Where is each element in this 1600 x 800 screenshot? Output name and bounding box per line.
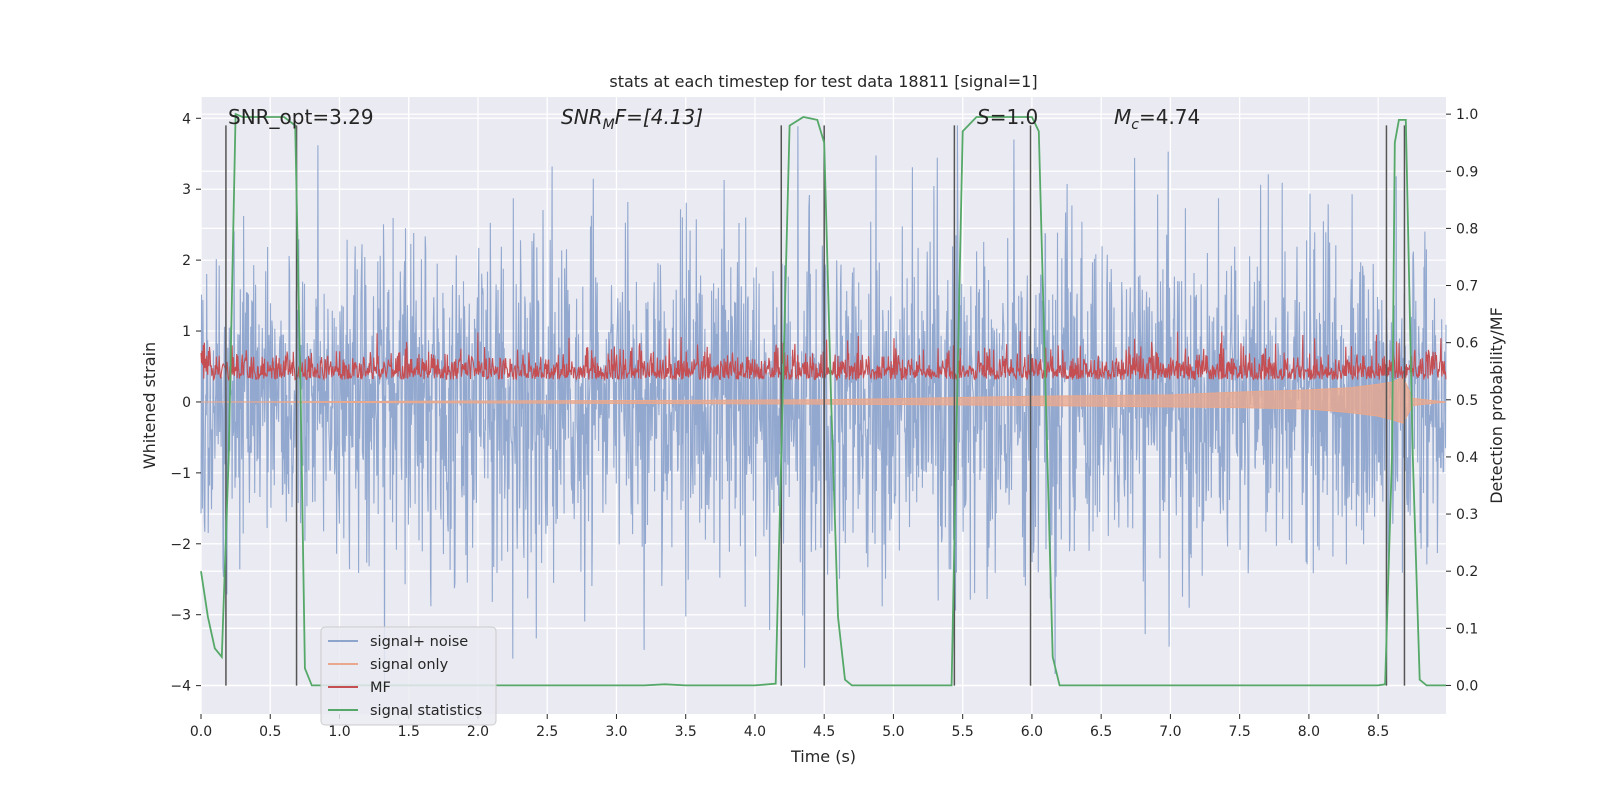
x-tick-label: 1.0 <box>328 724 350 740</box>
x-tick-label: 5.0 <box>882 724 904 740</box>
annotation-snr-mf: SNRMF=[4.13] <box>561 105 703 133</box>
x-tick-label: 8.0 <box>1298 724 1320 740</box>
y-right-tick-label: 0.6 <box>1456 336 1478 352</box>
y-right-tick-label: 0.3 <box>1456 507 1478 523</box>
x-tick-label: 6.0 <box>1021 724 1043 740</box>
x-tick-label: 4.5 <box>813 724 835 740</box>
x-tick-label: 3.5 <box>675 724 697 740</box>
x-tick-label: 2.5 <box>536 724 558 740</box>
y-right-tick-label: 1.0 <box>1456 107 1478 123</box>
annotation-snr-opt: SNR_opt=3.29 <box>228 105 374 129</box>
legend-box <box>320 626 497 726</box>
x-tick-label: 7.5 <box>1229 724 1251 740</box>
x-tick-label: 4.0 <box>744 724 766 740</box>
x-tick-label: 3.0 <box>605 724 627 740</box>
annotation-mc: Mc=4.74 <box>1114 105 1200 133</box>
y-right-tick-label: 0.8 <box>1456 221 1478 237</box>
series-signal-statistics <box>200 112 1446 687</box>
y-left-tick-label: 1 <box>182 324 191 340</box>
y-left-tick-label: 0 <box>182 395 191 411</box>
x-tick-label: 5.5 <box>952 724 974 740</box>
annotation-snr-mf-suffix: F=[4.13] <box>615 105 703 129</box>
x-tick-label: 8.5 <box>1367 724 1389 740</box>
legend-label: signal only <box>370 657 449 673</box>
y-right-tick-label: 0.1 <box>1456 621 1478 637</box>
x-tick-label: 6.5 <box>1090 724 1112 740</box>
x-axis-label: Time (s) <box>790 747 856 766</box>
y-left-tick-label: 4 <box>182 111 191 127</box>
ticks-layer: 0.0 0.5 1.0 1.5 2.0 2.5 3.0 3.5 4.0 4.5 5.0 5.5 6.0 6… <box>170 107 1478 740</box>
legend-label: signal statistics <box>370 703 482 719</box>
x-tick-label: 0.5 <box>259 724 281 740</box>
y-right-tick-label: 0.5 <box>1456 393 1478 409</box>
y-left-tick-label: −2 <box>170 537 191 553</box>
y-axis-label-right: Detection probability/MF <box>1487 307 1506 504</box>
chart-title: stats at each timestep for test data 188… <box>609 72 1037 91</box>
y-left-tick-label: 2 <box>182 253 191 269</box>
x-tick-label: 0.0 <box>190 724 212 740</box>
annotation-snr-mf-prefix: SNR <box>561 105 603 129</box>
annotation-s-prefix: S <box>977 105 990 129</box>
y-right-tick-label: 0.9 <box>1456 164 1478 180</box>
annotation-mc-suffix: =4.74 <box>1139 105 1200 129</box>
annotation-s-suffix: =1.0 <box>990 105 1039 129</box>
y-axis-label-left: Whitened strain <box>140 342 159 469</box>
legend-label: MF <box>370 680 391 696</box>
y-left-tick-label: 3 <box>182 182 191 198</box>
legend: signal+ noise signal only MF signal statist… <box>320 626 497 726</box>
annotation-snr-mf-sub: M <box>603 117 615 133</box>
y-right-tick-label: 0.7 <box>1456 279 1478 295</box>
y-right-tick-label: 0.2 <box>1456 564 1478 580</box>
y-right-tick-label: 0.0 <box>1456 678 1478 694</box>
annotation-mc-prefix: M <box>1114 105 1131 129</box>
y-left-tick-label: −3 <box>170 608 191 624</box>
annotation-s: S=1.0 <box>977 105 1038 129</box>
x-tick-label: 1.5 <box>398 724 420 740</box>
x-tick-label: 2.0 <box>467 724 489 740</box>
annotation-mc-sub: c <box>1131 117 1139 133</box>
x-tick-label: 7.0 <box>1159 724 1181 740</box>
legend-label: signal+ noise <box>370 634 468 650</box>
series-layer <box>200 112 1447 687</box>
y-right-tick-label: 0.4 <box>1456 450 1478 466</box>
y-left-tick-label: −1 <box>170 466 191 482</box>
y-left-tick-label: −4 <box>170 679 191 695</box>
